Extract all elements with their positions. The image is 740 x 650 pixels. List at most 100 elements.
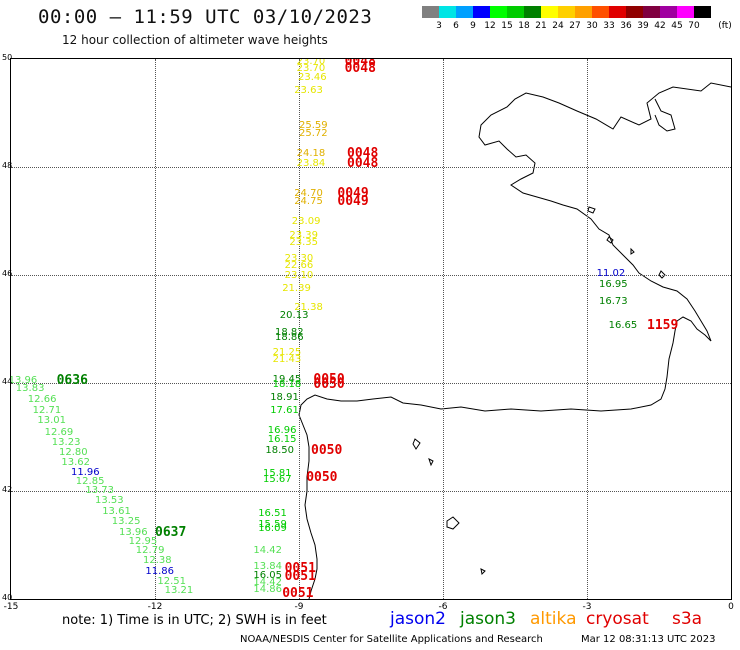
wave-height-label: 17.61	[270, 405, 299, 417]
wave-height-label: 18.91	[270, 391, 299, 403]
coastline-layer	[298, 82, 731, 599]
wave-height-label: 12.79	[135, 545, 165, 557]
legend-label: 27	[569, 21, 581, 31]
legend-label: 30	[586, 21, 598, 31]
legend-label: 12	[484, 21, 496, 31]
grid-line-lat	[11, 275, 731, 276]
wave-height-label: 12.38	[143, 555, 172, 567]
wave-height-label: 13.53	[95, 495, 124, 507]
legend-swatch	[456, 6, 474, 18]
wave-height-label: 23.30	[284, 252, 314, 264]
wave-height-label: 11.02	[596, 267, 626, 279]
pass-time-label: 0048	[347, 145, 379, 161]
latitude-tick: 42	[2, 485, 13, 494]
wave-height-label: 22.66	[284, 259, 314, 271]
wave-height-label: 18.18	[272, 378, 302, 390]
legend-swatch	[490, 6, 508, 18]
wave-height-label: 21.43	[272, 353, 302, 365]
wave-height-label: 25.72	[299, 127, 328, 139]
satellite-altika: altika	[530, 609, 577, 629]
legend-label: 70	[688, 21, 700, 31]
coastline-brittany-inlet	[654, 98, 676, 132]
pass-time-label: 0051	[282, 585, 314, 600]
wave-height-label: 23.39	[289, 230, 319, 242]
pass-time-label: 0050	[306, 469, 338, 485]
legend-swatch	[609, 6, 627, 18]
legend-label: 36	[620, 21, 632, 31]
legend-swatch	[558, 6, 576, 18]
wave-height-label: 16.09	[258, 522, 287, 534]
wave-height-label: 15.59	[258, 519, 287, 531]
legend-label: 45	[671, 21, 683, 31]
wave-height-label: 21.38	[294, 302, 323, 314]
wave-height-label: 14.86	[253, 583, 283, 595]
legend-label: 21	[535, 21, 547, 31]
grid-line-lon	[443, 59, 444, 599]
wave-height-label: 12.80	[59, 447, 88, 459]
wave-height-label: 12.66	[27, 393, 57, 405]
footer-timestamp: Mar 12 08:31:13 UTC 2023	[581, 634, 716, 645]
legend-label: 9	[470, 21, 476, 31]
wave-height-label: 18.50	[265, 444, 295, 456]
wave-height-label: 11.86	[145, 566, 175, 577]
legend-swatch	[422, 6, 440, 18]
latitude-tick: 50	[2, 53, 13, 62]
latitude-tick: 48	[2, 161, 13, 170]
legend-label: 6	[453, 21, 459, 31]
legend-label: 18	[518, 21, 530, 31]
latitude-tick: 46	[2, 269, 13, 278]
legend-swatch	[507, 6, 525, 18]
wave-height-label: 13.96	[119, 527, 148, 539]
wave-height-label: 15.67	[263, 474, 292, 486]
pass-time-label: 0049	[337, 194, 369, 210]
legend-swatch	[524, 6, 542, 18]
footer-note: note: 1) Time is in UTC; 2) SWH is in fe…	[62, 613, 327, 628]
wave-height-label: 16.73	[599, 296, 628, 307]
legend-swatch	[473, 6, 491, 18]
wave-height-label: 23.84	[296, 158, 326, 170]
grid-line-lat	[11, 491, 731, 492]
wave-height-label: 16.15	[267, 433, 297, 445]
wave-height-label: 20.13	[279, 309, 309, 321]
legend-unit: (ft)	[718, 21, 732, 31]
satellite-jason2: jason2	[390, 609, 446, 629]
wave-height-label: 13.83	[15, 383, 45, 395]
wave-height-label: 23.63	[294, 85, 323, 97]
legend-label: 39	[637, 21, 649, 31]
wave-height-label: 16.96	[267, 424, 297, 436]
legend-label: 3	[436, 21, 442, 31]
wave-height-label: 21.25	[272, 347, 302, 359]
pass-time-label: 0051	[284, 569, 316, 585]
wave-height-label: 16.65	[608, 319, 638, 331]
coastline-biscay	[298, 316, 712, 599]
wave-height-label: 23.10	[284, 270, 314, 282]
wave-height-label: 24.18	[296, 147, 326, 159]
longitude-tick: -9	[294, 602, 304, 612]
longitude-tick: -3	[582, 602, 592, 612]
wave-height-label: 23.46	[298, 71, 327, 83]
wave-height-label: 19.45	[272, 373, 302, 385]
legend-swatch	[660, 6, 678, 18]
legend-swatch	[439, 6, 457, 18]
grid-line-lon	[587, 59, 588, 599]
wave-height-label: 23.09	[291, 216, 321, 228]
wave-height-label: 24.70	[294, 188, 323, 199]
wave-height-label: 12.71	[32, 404, 62, 416]
pass-time-label: 0050	[313, 371, 345, 387]
page-title: 00:00 – 11:59 UTC 03/10/2023	[38, 6, 373, 28]
pass-time-label: 0636	[56, 373, 88, 389]
legend-swatch	[592, 6, 610, 18]
wave-height-label: 13.01	[37, 415, 67, 427]
wave-height-label: 15.81	[263, 467, 292, 479]
pass-time-label: 0637	[155, 525, 187, 541]
wave-height-label: 12.69	[44, 426, 74, 438]
pass-time-label: 0048	[347, 156, 379, 172]
wave-height-label: 14.42	[253, 545, 283, 557]
longitude-tick: -6	[438, 602, 448, 612]
wave-height-label: 16.95	[599, 278, 628, 290]
legend-swatch	[694, 6, 712, 18]
wave-height-label: 11.96	[71, 466, 100, 478]
legend-swatch	[677, 6, 695, 18]
map-plot: 23.70 23.70 23.46 23.63 25.59 25.72 24.18 23.84…	[10, 58, 732, 600]
footer-credit: NOAA/NESDIS Center for Satellite Applica…	[240, 634, 543, 645]
